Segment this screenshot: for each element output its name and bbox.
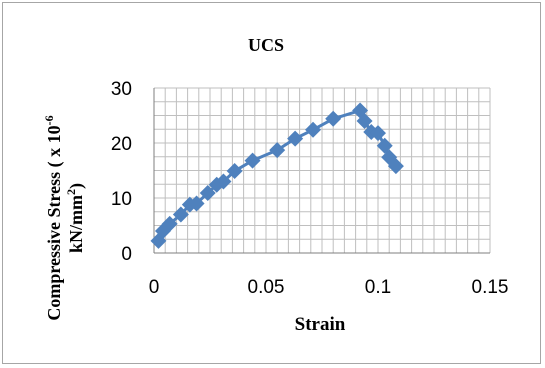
data-point-marker: [161, 215, 178, 232]
y-axis-label-text2: kN/mm: [66, 195, 86, 253]
gridlines: [154, 87, 491, 253]
data-markers: [150, 102, 404, 249]
chart-title: UCS: [248, 35, 284, 55]
x-tick-label: 0.15: [472, 277, 509, 298]
data-point-marker: [199, 185, 216, 202]
plot-area: 0 0.05 0.1 0.15 0 10 20 30: [111, 79, 509, 298]
data-point-marker: [244, 152, 261, 169]
data-point-marker: [305, 121, 322, 138]
chart-frame: [2, 2, 541, 364]
y-axis-label-text1: Compressive Stress ( x 10: [44, 125, 65, 320]
y-axis-label-line2: kN/mm2): [64, 183, 87, 253]
data-point-marker: [188, 195, 205, 212]
data-point-marker: [387, 158, 404, 175]
x-axis-label: Strain: [295, 314, 346, 335]
y-tick-label: 30: [111, 79, 132, 100]
data-point-marker: [172, 206, 189, 223]
y-axis-label-close: ): [66, 183, 87, 189]
y-tick-label: 0: [121, 244, 132, 265]
y-axis-label-sup1: -6: [42, 115, 56, 125]
data-point-marker: [215, 173, 232, 190]
x-tick-label: 0.05: [248, 277, 285, 298]
data-point-marker: [356, 113, 373, 129]
y-axis-label-sup2: 2: [64, 189, 78, 195]
y-tick-label: 10: [111, 189, 132, 210]
data-point-marker: [226, 163, 243, 180]
axes: [153, 88, 490, 254]
data-point-marker: [370, 125, 386, 142]
y-axis-label-line1: Compressive Stress ( x 10-6: [42, 115, 65, 320]
data-point-marker: [269, 142, 286, 159]
data-point-marker: [325, 110, 342, 127]
data-point-marker: [376, 137, 393, 154]
x-tick-label: 0: [149, 277, 160, 298]
y-tick-label: 20: [111, 134, 132, 155]
x-tick-labels: 0 0.05 0.1 0.15: [149, 277, 509, 298]
y-tick-labels: 0 10 20 30: [111, 79, 132, 265]
x-tick-label: 0.1: [365, 277, 391, 298]
data-point-marker: [287, 130, 304, 147]
